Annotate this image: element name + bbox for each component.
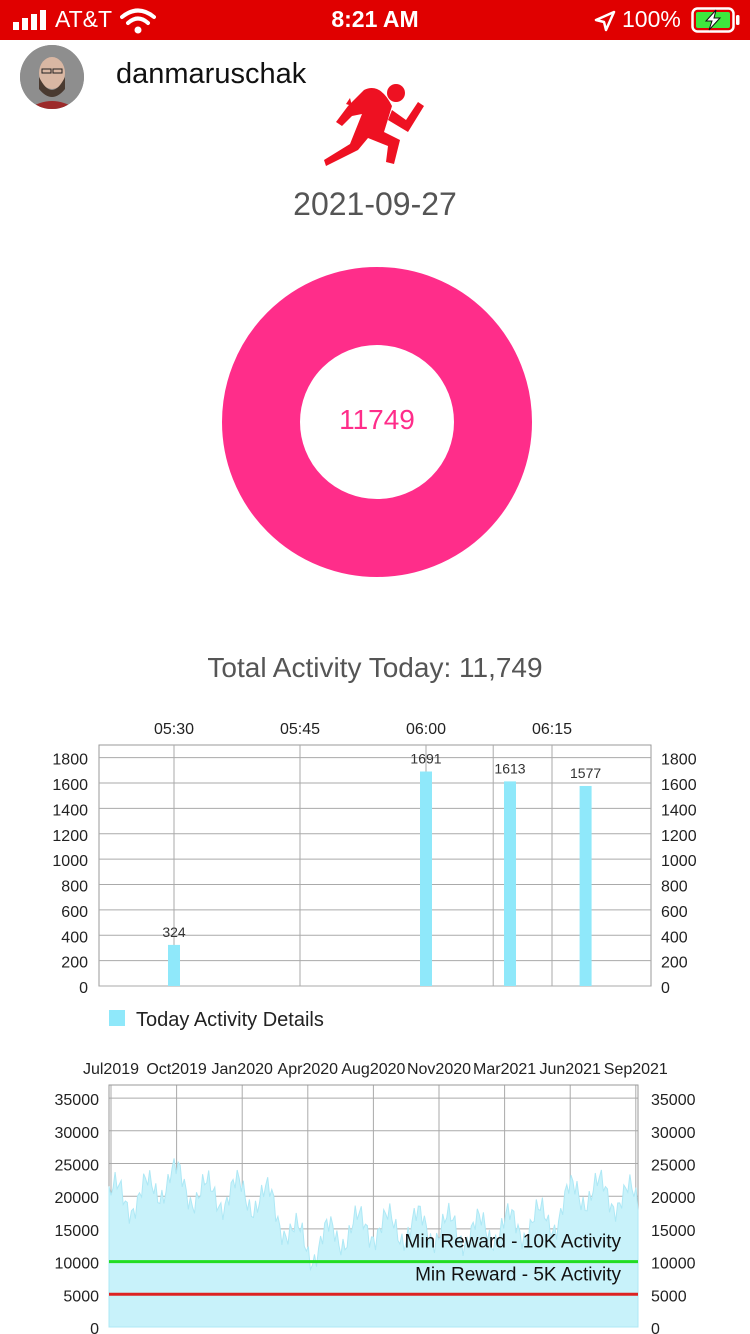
x-tick-label: 05:45: [280, 721, 320, 738]
activity-bar: [579, 785, 592, 986]
donut-chart: [222, 267, 532, 577]
y-tick-label-right: 10000: [651, 1256, 696, 1273]
x-tick-label: Jul2019: [83, 1061, 139, 1078]
y-tick-label-left: 1400: [52, 802, 88, 819]
x-tick-label: Sep2021: [604, 1061, 668, 1078]
donut-value: 11749: [339, 404, 415, 435]
bar-chart-frame: [98, 744, 652, 987]
avatar[interactable]: [20, 45, 84, 109]
x-tick-label: Nov2020: [407, 1061, 471, 1078]
y-tick-label-right: 15000: [651, 1223, 696, 1240]
x-tick-label: Mar2021: [473, 1061, 536, 1078]
legend-swatch: [109, 1010, 125, 1026]
y-tick-label-right: 35000: [651, 1092, 696, 1109]
reference-line-label: Min Reward - 5K Activity: [415, 1264, 621, 1285]
y-tick-label-right: 20000: [651, 1190, 696, 1207]
y-tick-label-right: 25000: [651, 1157, 696, 1174]
bar-value-label: 1691: [410, 751, 441, 767]
y-tick-label-right: 1600: [661, 777, 697, 794]
y-tick-label-right: 30000: [651, 1125, 696, 1142]
x-tick-label: Jan2020: [212, 1061, 273, 1078]
y-tick-label-right: 600: [661, 904, 688, 921]
y-tick-label-right: 800: [661, 879, 688, 896]
x-tick-label: Oct2019: [146, 1061, 207, 1078]
y-tick-label-right: 1000: [661, 853, 697, 870]
carrier-label: AT&T: [55, 6, 113, 32]
y-tick-label-right: 0: [651, 1321, 660, 1334]
activity-bar: [504, 781, 516, 986]
y-tick-label-left: 1000: [52, 853, 88, 870]
history-area-series: [108, 1158, 639, 1328]
y-tick-label-left: 800: [61, 879, 88, 896]
x-tick-label: Apr2020: [278, 1061, 339, 1078]
x-tick-label: 05:30: [154, 721, 194, 738]
x-tick-label: 06:00: [406, 721, 446, 738]
y-tick-label-left: 30000: [55, 1125, 100, 1142]
wifi-icon: [120, 8, 156, 34]
legend-label: Today Activity Details: [136, 1009, 324, 1031]
y-tick-label-right: 1400: [661, 802, 697, 819]
y-tick-label-left: 1600: [52, 777, 88, 794]
y-tick-label-right: 0: [661, 980, 670, 997]
activity-bar: [420, 771, 432, 986]
signal-icon: [13, 10, 46, 30]
bar-value-label: 324: [162, 924, 186, 940]
y-tick-label-left: 35000: [55, 1092, 100, 1109]
y-tick-label-left: 200: [61, 955, 88, 972]
history-activity-chart: Min Reward - 10K Activity Min Reward - 5K…: [55, 1061, 696, 1334]
y-tick-label-right: 5000: [651, 1288, 687, 1305]
battery-charging-icon: [691, 7, 740, 33]
bar-value-label: 1577: [570, 765, 601, 781]
location-icon: [594, 10, 616, 32]
username: danmaruschak: [116, 58, 307, 90]
y-tick-label-right: 400: [661, 929, 688, 946]
y-tick-label-left: 10000: [55, 1256, 100, 1273]
y-tick-label-left: 25000: [55, 1157, 100, 1174]
battery-percentage: 100%: [622, 6, 681, 32]
activity-bar: [168, 944, 180, 986]
x-tick-label: Jun2021: [540, 1061, 601, 1078]
running-man-icon: [324, 84, 424, 166]
clock: 8:21 AM: [331, 6, 419, 32]
activity-date: 2021-09-27: [293, 186, 457, 222]
y-tick-label-left: 400: [61, 929, 88, 946]
y-tick-label-left: 0: [90, 1321, 99, 1334]
reference-line-label: Min Reward - 10K Activity: [405, 1232, 622, 1253]
x-tick-label: 06:15: [532, 721, 572, 738]
total-activity-label: Total Activity Today: 11,749: [207, 652, 543, 683]
y-tick-label-right: 200: [661, 955, 688, 972]
y-tick-label-right: 1800: [661, 752, 697, 769]
y-tick-label-left: 600: [61, 904, 88, 921]
y-tick-label-left: 20000: [55, 1190, 100, 1207]
y-tick-label-left: 1200: [52, 828, 88, 845]
status-bar: AT&T 8:21 AM 100%: [0, 0, 750, 40]
bar-value-label: 1613: [494, 760, 525, 776]
y-tick-label-left: 1800: [52, 752, 88, 769]
daily-activity-chart: 1800 1800 1600 1600 1400 1400 1200 1200 1000 1000…: [52, 721, 697, 1031]
profile-photo: [20, 45, 84, 109]
y-tick-label-left: 0: [79, 980, 88, 997]
y-tick-label-right: 1200: [661, 828, 697, 845]
y-tick-label-left: 15000: [55, 1223, 100, 1240]
y-tick-label-left: 5000: [63, 1288, 99, 1305]
x-tick-label: Aug2020: [341, 1061, 405, 1078]
